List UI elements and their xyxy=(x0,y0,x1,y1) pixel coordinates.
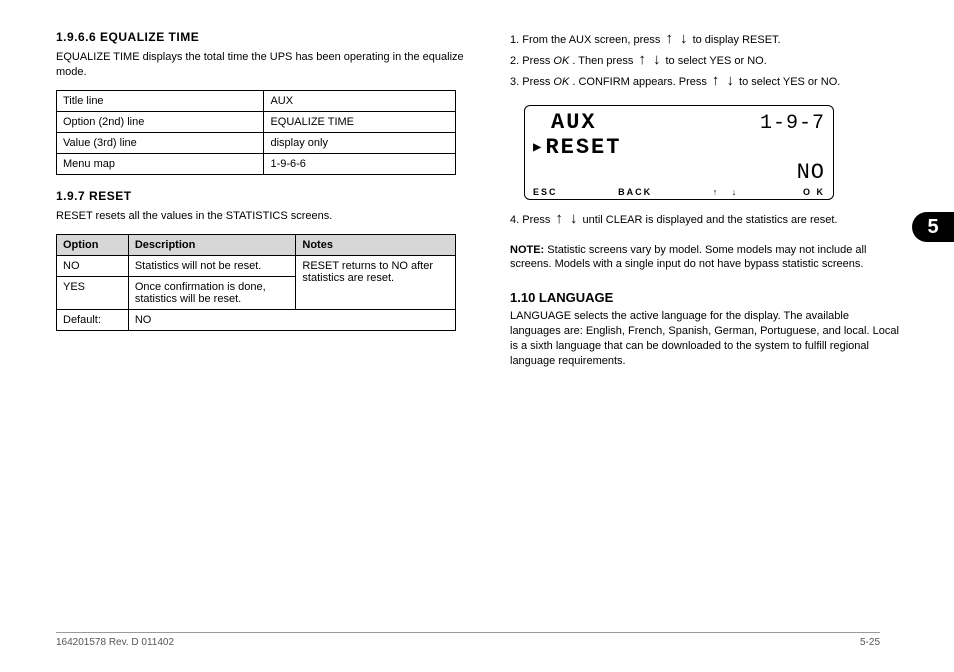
instr-text: . Then press xyxy=(572,55,636,67)
ok-key-label: OK xyxy=(553,55,569,67)
chapter-tab-number: 5 xyxy=(927,216,938,239)
lcd-value: NO xyxy=(797,160,825,185)
softkey-arrows: ↑ ↓ xyxy=(713,187,743,197)
table-row: Menu map 1-9-6-6 xyxy=(57,153,456,174)
lcd-line2: ▶RESET xyxy=(533,135,621,160)
instruction-list-after: 4. Press ↑ ↓ until CLEAR is displayed an… xyxy=(510,210,900,231)
down-arrow-icon: ↓ xyxy=(651,52,663,67)
instr-text: 4. Press xyxy=(510,214,553,226)
lcd-row-3: NO xyxy=(533,160,825,185)
desc-cell: Once confirmation is done, statistics wi… xyxy=(128,276,296,309)
lcd-title: AUX xyxy=(533,110,597,135)
left-column: 1.9.6.6 EQUALIZE TIME EQUALIZE TIME disp… xyxy=(56,30,486,337)
instruction-step: 4. Press ↑ ↓ until CLEAR is displayed an… xyxy=(510,210,900,231)
instr-text: 1. From the AUX screen, press xyxy=(510,34,663,46)
kv-val: AUX xyxy=(264,90,456,111)
desc-cell: NO xyxy=(128,309,455,330)
page-footer: 164201578 Rev. D 011402 5-25 xyxy=(56,632,880,648)
cursor-triangle-icon: ▶ xyxy=(533,139,543,156)
softkey-ok: O K xyxy=(803,187,825,197)
equalize-time-table: Title line AUX Option (2nd) line EQUALIZ… xyxy=(56,90,456,175)
instruction-step: 2. Press OK . Then press ↑ ↓ to select Y… xyxy=(510,51,900,72)
instr-text: until CLEAR is displayed and the statist… xyxy=(583,214,838,226)
lcd-row-1: AUX 1-9-7 xyxy=(533,110,825,135)
desc-cell: Statistics will not be reset. xyxy=(128,255,296,276)
down-arrow-icon: ↓ xyxy=(724,73,736,88)
footer-page-number: 5-25 xyxy=(860,637,880,648)
lcd-softkey-row: ESC BACK ↑ ↓ O K xyxy=(533,187,825,197)
note-cell: RESET returns to NO after statistics are… xyxy=(296,255,456,309)
chapter-tab: 5 xyxy=(912,212,954,242)
table-header-row: Option Description Notes xyxy=(57,234,456,255)
softkey-back: BACK xyxy=(618,187,652,197)
table-row: Default: NO xyxy=(57,309,456,330)
table-row: NO Statistics will not be reset. RESET r… xyxy=(57,255,456,276)
note-paragraph: NOTE: Statistic screens vary by model. S… xyxy=(510,243,900,273)
instr-text: 3. Press xyxy=(510,76,553,88)
table-row: Title line AUX xyxy=(57,90,456,111)
table-row: Value (3rd) line display only xyxy=(57,132,456,153)
instr-text: to select YES or NO. xyxy=(739,76,840,88)
down-arrow-icon: ↓ xyxy=(678,31,690,46)
instruction-list: 1. From the AUX screen, press ↑ ↓ to dis… xyxy=(510,30,900,93)
table-row: Option (2nd) line EQUALIZE TIME xyxy=(57,111,456,132)
instruction-step: 1. From the AUX screen, press ↑ ↓ to dis… xyxy=(510,30,900,51)
footer-doc-id: 164201578 Rev. D 011402 xyxy=(56,637,174,648)
heading-reset: 1.9.7 RESET xyxy=(56,189,486,203)
kv-val: EQUALIZE TIME xyxy=(264,111,456,132)
instr-text: . CONFIRM appears. Press xyxy=(572,76,710,88)
kv-val: display only xyxy=(264,132,456,153)
instr-text: 2. Press xyxy=(510,55,553,67)
opt-cell: NO xyxy=(57,255,129,276)
up-arrow-icon: ↑ xyxy=(710,73,722,88)
col-description: Description xyxy=(128,234,296,255)
instruction-step: 3. Press OK . CONFIRM appears. Press ↑ ↓… xyxy=(510,72,900,93)
opt-cell: Default: xyxy=(57,309,129,330)
lcd-display: AUX 1-9-7 ▶RESET NO ESC BACK ↑ ↓ O K xyxy=(524,105,834,200)
opt-cell: YES xyxy=(57,276,129,309)
kv-key: Title line xyxy=(57,90,264,111)
lcd-row-2: ▶RESET xyxy=(533,135,825,160)
kv-key: Menu map xyxy=(57,153,264,174)
heading-language: 1.10 LANGUAGE xyxy=(510,290,900,305)
footer-rule xyxy=(56,632,880,633)
heading-equalize-time: 1.9.6.6 EQUALIZE TIME xyxy=(56,30,486,44)
up-arrow-icon: ↑ xyxy=(663,31,675,46)
note-label: NOTE: xyxy=(510,244,544,256)
reset-options-table: Option Description Notes NO Statistics w… xyxy=(56,234,456,331)
up-arrow-icon: ↑ xyxy=(636,52,648,67)
kv-key: Value (3rd) line xyxy=(57,132,264,153)
lcd-menu-id: 1-9-7 xyxy=(760,112,825,135)
instr-text: to display RESET. xyxy=(693,34,781,46)
col-notes: Notes xyxy=(296,234,456,255)
footer-row: 164201578 Rev. D 011402 5-25 xyxy=(56,637,880,648)
up-arrow-icon: ↑ xyxy=(553,211,565,226)
ok-key-label: OK xyxy=(553,76,569,88)
softkey-esc: ESC xyxy=(533,187,558,197)
down-arrow-icon: ↓ xyxy=(568,211,580,226)
col-option: Option xyxy=(57,234,129,255)
kv-val: 1-9-6-6 xyxy=(264,153,456,174)
note-text: Statistic screens vary by model. Some mo… xyxy=(510,244,866,271)
lcd-line2-text: RESET xyxy=(545,135,621,160)
para-equalize-time: EQUALIZE TIME displays the total time th… xyxy=(56,50,486,80)
instr-text: to select YES or NO. xyxy=(666,55,767,67)
right-column: 1. From the AUX screen, press ↑ ↓ to dis… xyxy=(510,30,900,379)
para-language: LANGUAGE selects the active language for… xyxy=(510,309,900,368)
kv-key: Option (2nd) line xyxy=(57,111,264,132)
para-reset: RESET resets all the values in the STATI… xyxy=(56,209,486,224)
